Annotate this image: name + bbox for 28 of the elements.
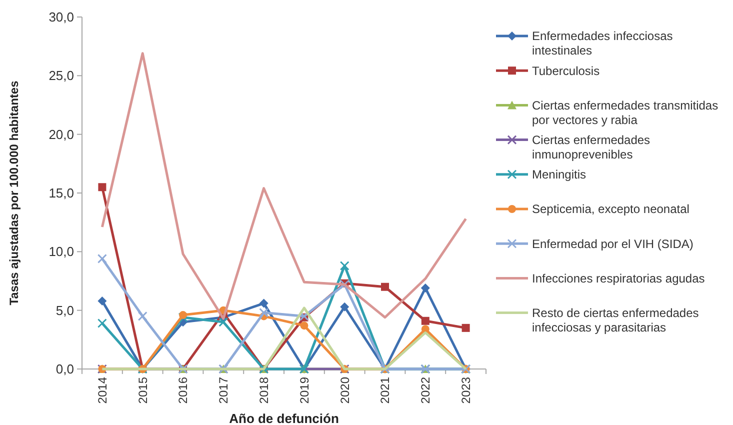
- y-tick-label: 25,0: [48, 68, 74, 84]
- x-tick-label: 2018: [257, 376, 271, 404]
- y-tick-label: 30,0: [48, 10, 74, 25]
- x-tick-label: 2020: [338, 376, 352, 404]
- x-tick-label: 2022: [418, 376, 433, 404]
- y-tick-label: 0,0: [56, 362, 74, 377]
- y-tick-label: 20,0: [48, 126, 74, 142]
- y-tick-label: 10,0: [48, 244, 74, 260]
- y-tick-label: 5,0: [56, 302, 74, 318]
- x-tick-label: 2017: [216, 376, 231, 404]
- x-axis-title: Año de defunción: [229, 411, 339, 425]
- x-tick-label: 2019: [297, 376, 312, 404]
- y-axis-title: Tasas ajustadas por 100.000 habitantes: [7, 80, 21, 306]
- legend-label: Septicemia, excepto neonatal: [532, 202, 690, 216]
- legend-label: Resto de ciertas enfermedades infecciosas y parasitarias: [532, 306, 699, 334]
- x-tick-label: 2023: [459, 376, 473, 404]
- legend-label: Enfermedad por el VIH (SIDA): [532, 236, 694, 251]
- x-tick-label: 2015: [136, 376, 150, 404]
- legend-label: Tuberculosis: [532, 64, 600, 78]
- legend-label: Enfermedades infecciosas intestinales: [532, 29, 673, 58]
- y-tick-label: 15,0: [48, 186, 74, 201]
- legend-label: Ciertas enfermedades transmitidas por vectores y rabia: [532, 98, 718, 127]
- x-tick-label: 2021: [378, 376, 392, 404]
- x-tick-label: 2016: [176, 376, 190, 404]
- legend-label: Meningitis: [532, 168, 586, 182]
- legend-label: Ciertas enfermedades inmunoprevenibles: [532, 133, 650, 162]
- x-tick-label: 2014: [95, 376, 110, 404]
- legend-label: Infecciones respiratorias agudas: [532, 271, 705, 286]
